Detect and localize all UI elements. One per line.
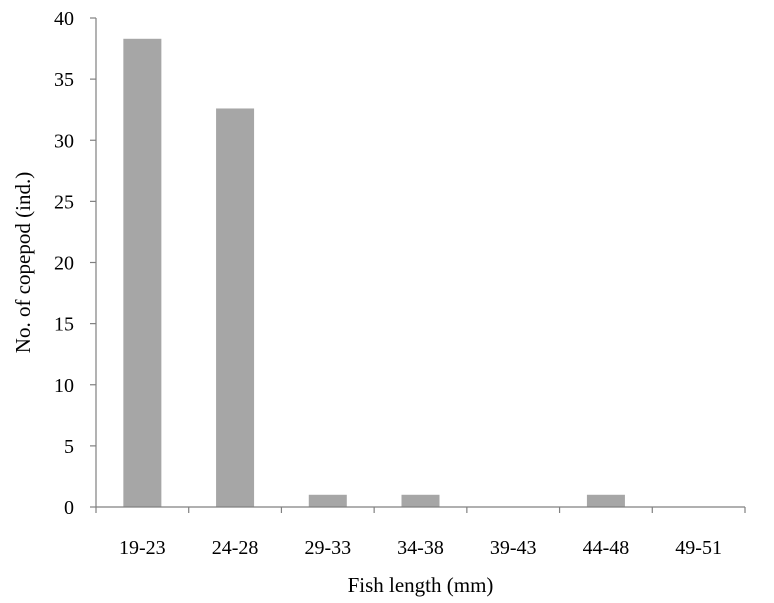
y-tick-label: 35 xyxy=(54,69,74,91)
bars-layer xyxy=(123,38,625,507)
y-tick-label: 5 xyxy=(64,436,74,458)
bar-19-23 xyxy=(123,38,162,507)
x-tick-label: 19-23 xyxy=(119,537,166,559)
y-tick-label: 30 xyxy=(54,130,74,152)
y-tick-label: 15 xyxy=(54,314,74,336)
y-axis-title: No. of copepod (ind.) xyxy=(11,172,35,353)
bar-24-28 xyxy=(216,108,255,507)
x-tick-label: 49-51 xyxy=(675,537,722,559)
x-ticks: 19-23 24-28 29-33 34-38 39-43 44-48 49-51 xyxy=(95,507,746,559)
y-tick-label: 40 xyxy=(54,8,74,30)
bar-34-38 xyxy=(401,494,440,507)
x-tick-label: 34-38 xyxy=(397,537,444,559)
x-tick-label: 29-33 xyxy=(304,537,351,559)
bar-44-48 xyxy=(586,494,625,507)
x-axis-title: Fish length (mm) xyxy=(348,573,494,597)
y-ticks: 0 5 10 15 20 25 30 35 40 xyxy=(54,8,96,519)
x-tick-label: 39-43 xyxy=(490,537,537,559)
axes-layer xyxy=(95,18,745,508)
y-tick-label: 0 xyxy=(64,497,74,519)
x-tick-label: 44-48 xyxy=(583,537,630,559)
y-tick-label: 10 xyxy=(54,375,74,397)
y-tick-label: 20 xyxy=(54,253,74,275)
y-tick-label: 25 xyxy=(54,191,74,213)
bar-29-33 xyxy=(308,494,347,507)
x-tick-label: 24-28 xyxy=(212,537,259,559)
